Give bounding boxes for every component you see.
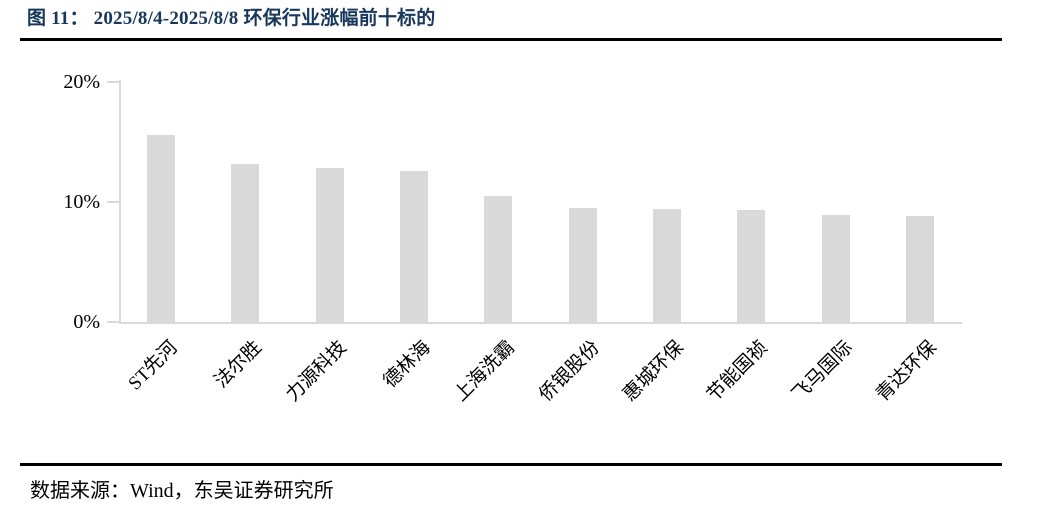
- y-axis-tick: [107, 81, 119, 83]
- x-category-label: 青达环保: [872, 337, 941, 406]
- bar: [905, 216, 934, 322]
- y-axis-tick: [107, 201, 119, 203]
- bottom-rule: [20, 463, 1002, 466]
- x-category-label: 节能国祯: [703, 337, 773, 406]
- x-category-label: 德林海: [379, 337, 435, 393]
- source-note: 数据来源：Wind，东吴证券研究所: [30, 480, 334, 502]
- bar: [737, 210, 766, 322]
- bar: [821, 215, 850, 322]
- x-axis-line: [119, 322, 962, 324]
- x-category-label: ST先河: [124, 337, 182, 395]
- y-axis-line: [119, 80, 121, 324]
- bar: [400, 170, 429, 322]
- y-axis-tick-label: 10%: [63, 191, 100, 213]
- x-category-label: 飞马国际: [787, 337, 857, 406]
- bar: [147, 134, 176, 322]
- y-axis-tick-label: 0%: [73, 311, 100, 333]
- bar: [568, 208, 597, 322]
- bar: [231, 163, 260, 322]
- y-axis-tick-label: 20%: [63, 71, 100, 93]
- top-rule: [20, 38, 1002, 41]
- bar: [652, 209, 681, 322]
- x-category-label: 上海洗霸: [450, 337, 520, 406]
- y-axis-tick: [107, 321, 119, 323]
- x-category-label: 惠城环保: [619, 337, 688, 406]
- x-category-label: 法尔胜: [211, 337, 267, 393]
- bar: [484, 196, 513, 322]
- bar: [315, 168, 344, 322]
- x-category-label: 力源科技: [281, 337, 351, 406]
- figure-title: 图 11： 2025/8/4-2025/8/8 环保行业涨幅前十标的: [27, 8, 436, 29]
- x-category-label: 侨银股份: [534, 337, 604, 406]
